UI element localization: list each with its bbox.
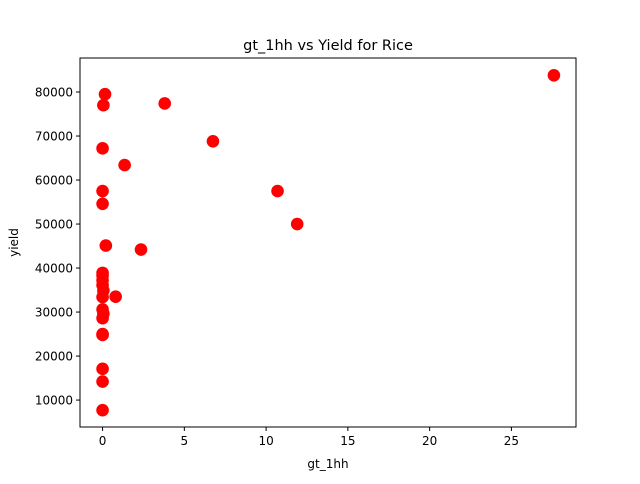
x-tick-label: 25 bbox=[504, 434, 519, 448]
data-point-18 bbox=[96, 142, 109, 155]
axes-frame bbox=[79, 57, 577, 428]
chart-title: gt_1hh vs Yield for Rice bbox=[243, 38, 413, 54]
data-point-15 bbox=[99, 239, 113, 252]
y-tick-label: 40000 bbox=[35, 262, 73, 276]
data-point-8 bbox=[96, 303, 109, 316]
data-point-27 bbox=[290, 217, 304, 231]
x-axis-ticks: 0 5 10 15 20 25 bbox=[99, 427, 519, 448]
x-tick-label: 15 bbox=[340, 434, 355, 448]
y-tick-label: 60000 bbox=[35, 174, 73, 188]
y-axis-label: yield bbox=[7, 228, 21, 257]
data-point-23 bbox=[134, 243, 148, 256]
data-point-25 bbox=[206, 135, 220, 148]
x-tick-label: 20 bbox=[422, 434, 437, 448]
data-point-21 bbox=[109, 290, 122, 303]
data-point-2 bbox=[96, 375, 109, 388]
data-point-20 bbox=[98, 87, 112, 101]
y-axis-ticks: 10000 20000 30000 40000 50000 60000 70000 80000 bbox=[35, 86, 80, 408]
data-point-22 bbox=[118, 158, 131, 172]
data-point-14 bbox=[96, 266, 109, 280]
data-point-28 bbox=[547, 68, 561, 82]
data-point-5 bbox=[96, 327, 109, 341]
data-point-3 bbox=[96, 362, 109, 376]
data-point-24 bbox=[158, 97, 172, 110]
y-tick-label: 70000 bbox=[35, 130, 73, 144]
y-tick-label: 30000 bbox=[35, 306, 73, 320]
y-tick-label: 10000 bbox=[35, 394, 73, 408]
data-point-1 bbox=[96, 403, 109, 417]
data-point-16 bbox=[96, 197, 109, 211]
y-tick-label: 80000 bbox=[35, 86, 73, 100]
x-axis-label: gt_1hh bbox=[307, 457, 348, 471]
data-point-26 bbox=[271, 184, 284, 198]
x-tick-label: 10 bbox=[258, 434, 273, 448]
x-tick-label: 5 bbox=[181, 434, 189, 448]
y-tick-label: 20000 bbox=[35, 350, 73, 364]
y-tick-label: 50000 bbox=[35, 218, 73, 232]
data-point-17 bbox=[96, 184, 109, 198]
data-point-19 bbox=[97, 98, 110, 112]
x-tick-label: 0 bbox=[99, 434, 107, 448]
data-points bbox=[96, 68, 561, 417]
